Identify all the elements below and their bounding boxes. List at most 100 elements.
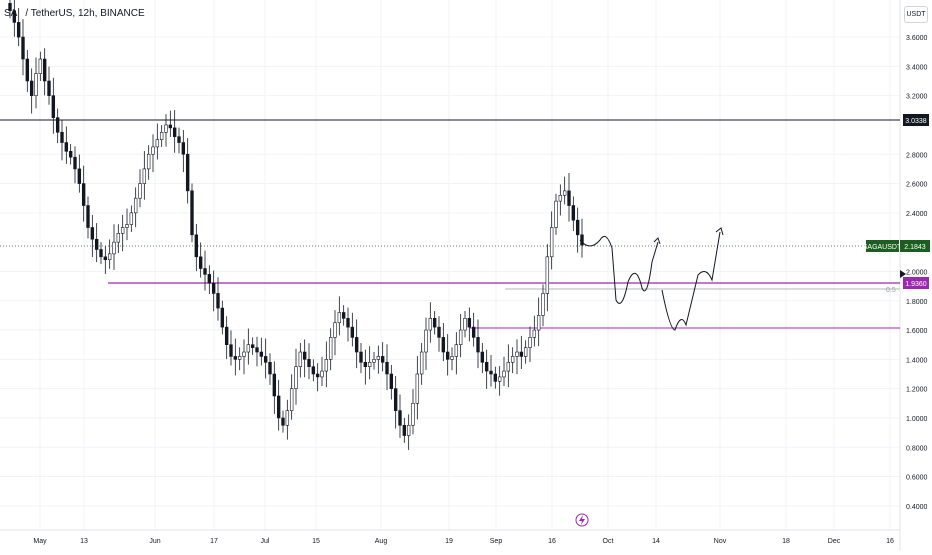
candle: [337, 296, 342, 336]
candle: [255, 336, 259, 367]
candle: [467, 307, 472, 342]
candle: [346, 307, 350, 342]
candle: [51, 77, 56, 134]
candle: [116, 224, 121, 253]
symbol-info: / TetherUS, 12h, BINANCE: [25, 8, 145, 19]
candle: [216, 277, 220, 321]
time-tick: Nov: [714, 538, 727, 545]
time-tick: 19: [445, 538, 453, 545]
candle: [541, 284, 545, 327]
candle: [242, 339, 246, 375]
candle: [34, 57, 38, 109]
candle: [450, 347, 454, 371]
candle: [354, 319, 359, 369]
candle: [55, 108, 60, 144]
candle: [99, 242, 103, 265]
candle: [497, 366, 502, 396]
candlestick-series: [8, 0, 584, 450]
projection-path-1[interactable]: [579, 235, 659, 304]
candle: [458, 313, 463, 358]
projection-arrow-2: [715, 227, 724, 236]
candle: [341, 305, 346, 326]
candle: [272, 361, 277, 414]
candle: [419, 342, 424, 385]
candle: [151, 134, 155, 173]
support-badge-text: 1.9360: [905, 281, 927, 288]
candle: [21, 19, 25, 76]
candle: [328, 328, 333, 371]
candle: [489, 354, 493, 387]
candle: [506, 344, 511, 388]
candle: [42, 48, 47, 96]
price-tick: 3.2000: [906, 94, 928, 101]
candle: [567, 173, 571, 222]
current-price-badge: 2.1843: [900, 240, 930, 252]
candle: [359, 342, 363, 374]
candle: [549, 211, 554, 270]
candle: [463, 311, 467, 338]
price-tick: 1.0000: [906, 416, 928, 423]
price-tick: 1.2000: [906, 387, 928, 394]
candle: [294, 348, 298, 405]
price-axis-labels: 3.6000 3.4000 3.2000 2.8000 2.6000 2.4000 2.00…: [906, 35, 928, 511]
candle: [428, 302, 433, 343]
candle: [515, 339, 519, 375]
candle: [107, 239, 112, 269]
candle: [47, 66, 51, 105]
candle: [393, 376, 398, 429]
candle: [229, 330, 233, 366]
time-tick: May: [33, 538, 47, 545]
candle: [302, 339, 307, 378]
price-tick: 3.6000: [906, 35, 928, 42]
candle: [333, 310, 337, 356]
candle: [172, 110, 177, 153]
candle: [441, 323, 446, 362]
price-tick: 2.0000: [906, 269, 928, 276]
currency-button[interactable]: USDT: [904, 6, 928, 23]
candle: [38, 51, 43, 82]
time-tick: 17: [210, 538, 218, 545]
candle: [324, 341, 329, 388]
candle: [510, 347, 515, 374]
candle: [445, 334, 450, 376]
candle: [250, 337, 255, 355]
candle: [471, 312, 476, 347]
candle: [528, 326, 532, 362]
symbol-header: SA / TetherUS, 12h, BINANCE: [4, 8, 145, 19]
current-price-text: 2.1843: [904, 244, 926, 251]
time-axis-labels: May 13 Jun 17 Jul 15 Aug 19 Sep 16 Oct 14 Nov 18 Dec 16: [33, 538, 894, 545]
candle: [320, 356, 324, 387]
candle: [112, 224, 116, 270]
time-tick: Aug: [375, 538, 388, 545]
symbol-short[interactable]: SA: [4, 8, 18, 19]
candle: [142, 151, 147, 200]
candle: [389, 364, 394, 400]
candle: [181, 129, 186, 173]
projection-path-2[interactable]: [661, 231, 721, 331]
candle: [263, 338, 268, 379]
resistance-badge: 3.0338: [903, 114, 929, 126]
candle: [350, 312, 355, 347]
candle: [8, 0, 12, 19]
candle: [90, 214, 95, 258]
candle: [168, 110, 173, 137]
fib-label: 0.5: [886, 287, 896, 294]
candle: [380, 342, 385, 372]
candle: [237, 347, 242, 371]
candle: [562, 176, 567, 205]
candle: [432, 311, 437, 335]
lightning-icon[interactable]: [575, 513, 589, 527]
candle: [146, 145, 151, 180]
time-tick: 14: [652, 538, 660, 545]
candle: [289, 374, 294, 420]
candle: [415, 356, 420, 420]
candle: [246, 328, 251, 365]
candle: [211, 270, 216, 312]
candle: [138, 169, 142, 208]
currency-label: USDT: [906, 11, 926, 18]
candle: [298, 342, 303, 378]
candle: [554, 193, 558, 235]
candle: [307, 343, 311, 380]
